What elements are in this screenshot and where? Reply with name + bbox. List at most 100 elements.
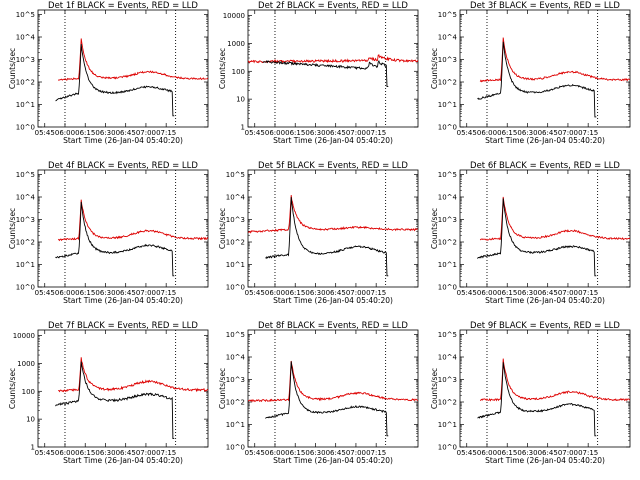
x-tick-label: 07:00: [346, 449, 366, 457]
x-tick-label: 07:00: [346, 129, 366, 137]
y-tick-label: 10^5: [226, 331, 245, 339]
y-tick-label: 10^1: [226, 261, 245, 269]
x-tick-label: 06:15: [75, 289, 95, 297]
y-tick-label: 10^1: [438, 421, 457, 429]
y-axis-label: Counts/sec: [430, 208, 439, 249]
x-tick-label: 07:15: [578, 129, 598, 137]
y-tick-label: 10^4: [438, 354, 458, 362]
y-tick-label: 10^1: [438, 101, 457, 109]
y-tick-label: 1: [31, 444, 35, 452]
y-tick-label: 10^0: [438, 444, 457, 452]
plot-frame: [459, 329, 631, 448]
x-tick-label: 06:45: [116, 129, 136, 137]
x-tick-label: 05:45: [457, 289, 477, 297]
detector-panel-8: Det 8f BLACK = Events, RED = LLD 10^0 10^1…: [218, 321, 419, 465]
x-tick-label: 07:15: [156, 449, 176, 457]
y-tick-label: 10^2: [438, 239, 457, 247]
y-tick-label: 10^5: [226, 171, 245, 179]
y-tick-label: 10^5: [16, 11, 35, 19]
y-axis-label: Counts/sec: [218, 368, 227, 409]
x-tick-label: 06:00: [265, 289, 285, 297]
plot-frame: [37, 169, 209, 288]
detector-panel-1: Det 1f BLACK = Events, RED = LLD 10^0 10^1…: [8, 1, 209, 145]
x-tick-label: 07:00: [558, 289, 578, 297]
y-tick-label: 1000: [227, 40, 245, 48]
events-series-line: [55, 44, 175, 117]
x-axis-label: Start Time (26-Jan-04 05:40:20): [273, 296, 393, 305]
y-tick-label: 10^4: [226, 354, 246, 362]
y-axis-label: Counts/sec: [430, 368, 439, 409]
detector-panel-3: Det 3f BLACK = Events, RED = LLD 10^0 10^1…: [430, 1, 631, 145]
x-axis-label: Start Time (26-Jan-04 05:40:20): [63, 456, 183, 465]
x-tick-label: 06:30: [305, 289, 325, 297]
plot-frame: [459, 169, 631, 288]
lld-series-line: [248, 195, 418, 234]
x-tick-label: 06:30: [305, 449, 325, 457]
x-tick-label: 06:15: [75, 449, 95, 457]
x-tick-label: 06:45: [116, 449, 136, 457]
plot-frame: [247, 169, 419, 288]
y-tick-label: 10^2: [16, 79, 35, 87]
y-tick-label: 10^1: [438, 261, 457, 269]
x-tick-label: 06:15: [285, 289, 305, 297]
y-tick-label: 10^2: [16, 239, 35, 247]
y-tick-label: 10^4: [16, 34, 36, 42]
x-tick-label: 05:45: [457, 449, 477, 457]
y-tick-label: 10^4: [438, 194, 458, 202]
y-axis-label: Counts/sec: [430, 48, 439, 89]
x-tick-label: 07:00: [558, 449, 578, 457]
x-tick-label: 07:15: [578, 449, 598, 457]
x-axis-label: Start Time (26-Jan-04 05:40:20): [273, 456, 393, 465]
x-tick-label: 05:45: [35, 449, 55, 457]
y-tick-label: 10^5: [438, 331, 457, 339]
events-series-line: [265, 361, 389, 437]
panel-title: Det 4f BLACK = Events, RED = LLD: [48, 161, 198, 171]
x-tick-label: 07:00: [346, 289, 366, 297]
x-axis-label: Start Time (26-Jan-04 05:40:20): [273, 136, 393, 145]
y-tick-label: 10: [26, 416, 35, 424]
panel-title: Det 8f BLACK = Events, RED = LLD: [258, 321, 408, 331]
events-series-line: [262, 59, 389, 88]
y-tick-label: 10^3: [16, 216, 35, 224]
y-tick-label: 10^3: [438, 56, 457, 64]
y-tick-label: 10^0: [226, 444, 245, 452]
events-series-line: [477, 362, 597, 437]
y-tick-label: 10000: [13, 332, 35, 340]
events-series-line: [265, 197, 389, 277]
x-tick-label: 06:00: [55, 449, 75, 457]
y-tick-label: 10^5: [438, 171, 457, 179]
y-tick-label: 100: [22, 388, 35, 396]
x-tick-label: 07:15: [156, 129, 176, 137]
x-tick-label: 06:00: [477, 449, 497, 457]
detector-panel-2: Det 2f BLACK = Events, RED = LLD 1 10 100 10…: [218, 1, 419, 145]
x-tick-label: 06:30: [95, 129, 115, 137]
detector-panel-4: Det 4f BLACK = Events, RED = LLD 10^0 10^1…: [8, 161, 209, 305]
detector-panel-7: Det 7f BLACK = Events, RED = LLD 1 10 100 10…: [8, 321, 209, 465]
x-tick-label: 06:00: [477, 129, 497, 137]
x-tick-label: 06:30: [305, 129, 325, 137]
y-tick-label: 10^3: [226, 376, 245, 384]
panel-title: Det 7f BLACK = Events, RED = LLD: [48, 321, 198, 331]
x-tick-label: 05:45: [35, 129, 55, 137]
x-tick-label: 06:45: [326, 129, 346, 137]
panel-title: Det 1f BLACK = Events, RED = LLD: [48, 1, 198, 11]
x-tick-label: 06:15: [497, 129, 517, 137]
x-tick-label: 05:45: [35, 289, 55, 297]
lld-series-line: [57, 199, 208, 242]
lld-series-line: [479, 196, 630, 241]
y-tick-label: 10: [236, 96, 245, 104]
lld-series-line: [479, 37, 630, 83]
x-tick-label: 07:15: [578, 289, 598, 297]
events-series-line: [477, 198, 597, 277]
detector-panel-9: Det 9f BLACK = Events, RED = LLD 10^0 10^1…: [430, 321, 631, 465]
y-tick-label: 10^2: [438, 399, 457, 407]
x-tick-label: 06:15: [285, 129, 305, 137]
detector-panel-5: Det 5f BLACK = Events, RED = LLD 10^0 10^1…: [218, 161, 419, 305]
x-tick-label: 06:15: [75, 129, 95, 137]
y-axis-label: Counts/sec: [8, 48, 17, 89]
y-tick-label: 10^5: [438, 11, 457, 19]
x-tick-label: 07:00: [136, 449, 156, 457]
y-tick-label: 10^0: [438, 124, 457, 132]
panel-title: Det 9f BLACK = Events, RED = LLD: [470, 321, 620, 331]
lld-series-line: [248, 54, 418, 64]
